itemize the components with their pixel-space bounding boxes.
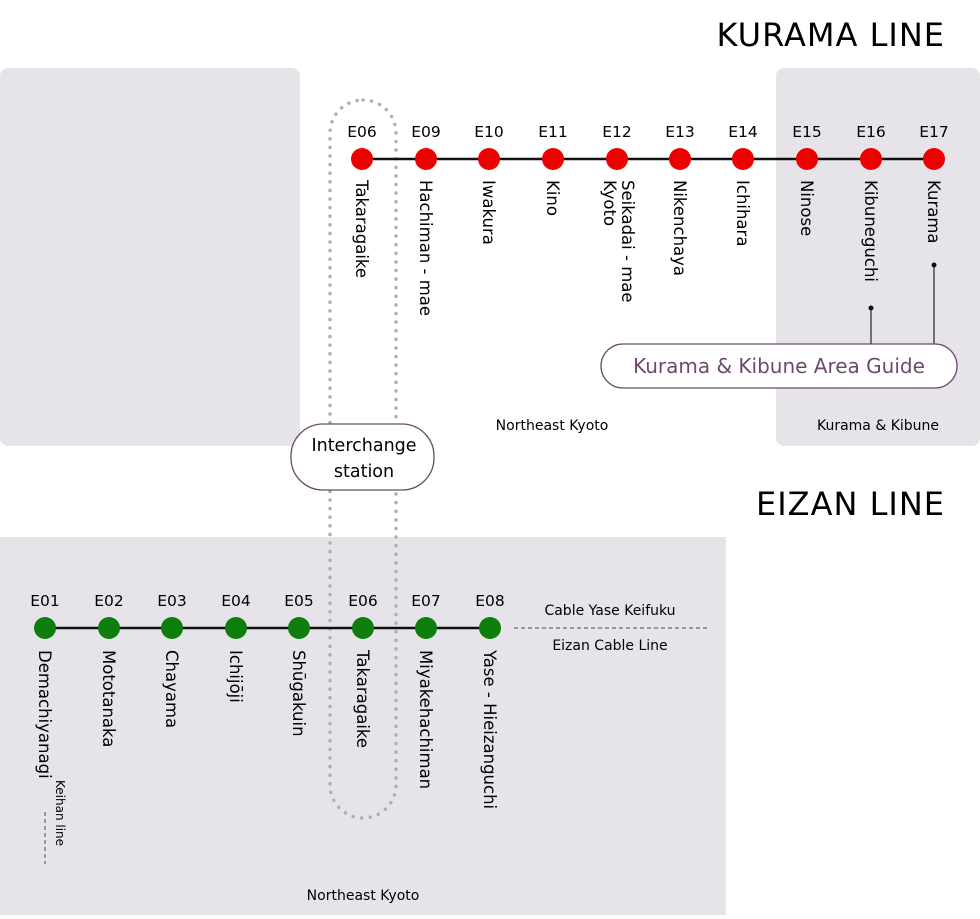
- kurama-station-marker-e16[interactable]: [860, 148, 882, 170]
- eizan-station-code-e06: E06: [348, 592, 378, 610]
- eizan-station-code-e03: E03: [157, 592, 187, 610]
- kurama-station-name-e10: Iwakura: [479, 180, 498, 245]
- kurama-station-code-e17: E17: [919, 123, 949, 141]
- kurama-station-name-e17: Kurama: [924, 180, 943, 244]
- eizan-station-code-e04: E04: [221, 592, 251, 610]
- eizan-station-code-e02: E02: [94, 592, 124, 610]
- kurama-station-marker-e12[interactable]: [606, 148, 628, 170]
- kurama-station-name-e13: Nikenchaya: [670, 180, 689, 276]
- kurama-station-name-e16: Kibuneguchi: [861, 180, 880, 282]
- eizan-station-name-e04: Ichijōji: [226, 650, 245, 703]
- kurama-station-marker-e14[interactable]: [732, 148, 754, 170]
- kurama-station-code-e16: E16: [856, 123, 886, 141]
- guide-button-label: Kurama & Kibune Area Guide: [633, 354, 925, 378]
- kurama-station-marker-e09[interactable]: [415, 148, 437, 170]
- eizan-station-name-e07: Miyakehachiman: [416, 650, 435, 789]
- kurama-line-title: KURAMA LINE: [717, 16, 945, 54]
- eizan-station-marker-e04[interactable]: [225, 617, 247, 639]
- eizan-station-name-e08: Yase - Hieizanguchi: [480, 649, 499, 809]
- kurama-station-code-e12: E12: [602, 123, 632, 141]
- interchange-label-line2: station: [334, 462, 394, 482]
- kurama-station-name-e09: Hachiman - mae: [416, 180, 435, 316]
- kurama-station-code-e06: E06: [347, 123, 377, 141]
- kurama-station-marker-e11[interactable]: [542, 148, 564, 170]
- eizan-station-name-e03: Chayama: [162, 650, 181, 728]
- kurama-station-name-e15: Ninose: [797, 180, 816, 236]
- kurama-station-marker-e10[interactable]: [478, 148, 500, 170]
- kurama-station-name2-e12: Seikadai - mae: [618, 180, 637, 303]
- kurama-kibune-guide-button[interactable]: Kurama & Kibune Area Guide: [600, 343, 958, 389]
- kurama-station-code-e14: E14: [728, 123, 758, 141]
- region-label-kurama-northeast: Northeast Kyoto: [496, 418, 609, 434]
- eizan-station-code-e05: E05: [284, 592, 314, 610]
- eizan-station-marker-e03[interactable]: [161, 617, 183, 639]
- eizan-station-marker-e05[interactable]: [288, 617, 310, 639]
- kurama-station-code-e11: E11: [538, 123, 568, 141]
- eizan-station-name-e05: Shūgakuin: [289, 650, 308, 737]
- eizan-station-name-e02: Mototanaka: [99, 650, 118, 747]
- kurama-station-name-e14: Ichihara: [733, 180, 752, 246]
- eizan-station-name-e01: Demachiyanagi: [35, 650, 54, 779]
- kurama-connector-dot: [931, 262, 937, 268]
- panel-west-top: [0, 68, 300, 446]
- eizan-station-code-e07: E07: [411, 592, 441, 610]
- eizan-station-code-e01: E01: [30, 592, 60, 610]
- cable-line-label-bottom: Eizan Cable Line: [552, 638, 667, 654]
- kurama-station-marker-e06[interactable]: [351, 148, 373, 170]
- panel-eizan: [0, 537, 726, 915]
- kurama-station-marker-e13[interactable]: [669, 148, 691, 170]
- kurama-station-name-e12: Kyoto: [600, 180, 619, 226]
- cable-line-label-top: Cable Yase Keifuku: [544, 603, 675, 619]
- eizan-station-marker-e06[interactable]: [352, 617, 374, 639]
- interchange-station-label: Interchange station: [290, 423, 435, 491]
- eizan-line-title: EIZAN LINE: [756, 485, 945, 523]
- kibune-connector-dot: [868, 305, 874, 311]
- eizan-station-marker-e02[interactable]: [98, 617, 120, 639]
- eizan-station-marker-e08[interactable]: [479, 617, 501, 639]
- kurama-station-name-e06: Takaragaike: [352, 179, 371, 278]
- region-label-eizan-northeast: Northeast Kyoto: [307, 888, 420, 904]
- kurama-station-code-e15: E15: [792, 123, 822, 141]
- kurama-station-code-e10: E10: [474, 123, 504, 141]
- kurama-station-code-e13: E13: [665, 123, 695, 141]
- kurama-station-name-e11: Kino: [543, 180, 562, 216]
- keihan-line-label: Keihan line: [53, 780, 67, 846]
- interchange-label-line1: Interchange: [311, 436, 416, 456]
- region-label-kurama-kibune: Kurama & Kibune: [817, 418, 939, 434]
- kurama-station-code-e09: E09: [411, 123, 441, 141]
- kurama-station-marker-e15[interactable]: [796, 148, 818, 170]
- eizan-station-marker-e07[interactable]: [415, 617, 437, 639]
- eizan-station-name-e06: Takaragaike: [353, 649, 372, 748]
- eizan-station-marker-e01[interactable]: [34, 617, 56, 639]
- eizan-station-code-e08: E08: [475, 592, 505, 610]
- kurama-station-marker-e17[interactable]: [923, 148, 945, 170]
